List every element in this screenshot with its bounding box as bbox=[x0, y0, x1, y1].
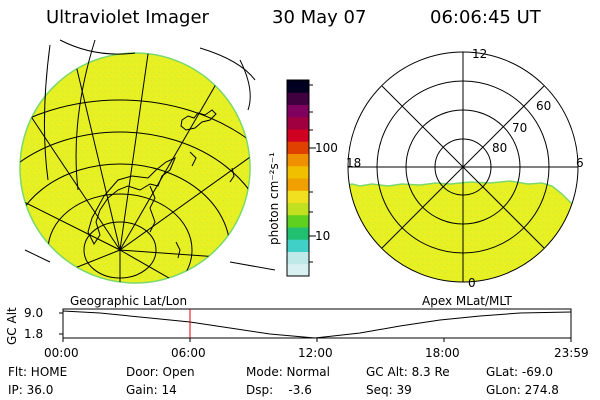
color-bar-band bbox=[287, 214, 309, 228]
timeline-y-tick-1-8: 1.8 bbox=[24, 327, 44, 341]
altitude-curve bbox=[62, 310, 572, 339]
color-bar-ticks bbox=[309, 84, 316, 263]
mlat-label-80: 80 bbox=[492, 141, 508, 155]
color-bar-band bbox=[287, 92, 309, 105]
status-ip: IP: 36.0 bbox=[8, 383, 54, 397]
color-bar-band bbox=[287, 263, 309, 277]
status-flight: Flt: HOME bbox=[8, 365, 68, 379]
status-dsp: Dsp: -3.6 bbox=[246, 383, 312, 397]
left-panel-caption: Geographic Lat/Lon bbox=[70, 294, 188, 308]
status-gain: Gain: 14 bbox=[126, 383, 177, 397]
color-bar-band bbox=[287, 178, 309, 191]
status-gc-alt: GC Alt: 8.3 Re bbox=[366, 365, 450, 379]
right-panel-caption: Apex MLat/MLT bbox=[422, 294, 512, 308]
mlat-label-70: 70 bbox=[512, 121, 528, 135]
status-glat: GLat: -69.0 bbox=[486, 365, 553, 379]
color-bar-band bbox=[287, 190, 309, 203]
geographic-map bbox=[19, 39, 276, 284]
color-bar-band bbox=[287, 251, 309, 265]
timeline-y-label: GC Alt bbox=[5, 307, 19, 345]
mlt-label-18: 18 bbox=[346, 156, 362, 170]
color-bar-band bbox=[287, 239, 309, 252]
timeline-x-tick-2359: 23:59 bbox=[554, 346, 589, 360]
timeline-y-tick-9: 9.0 bbox=[24, 306, 44, 320]
mlat-label-60: 60 bbox=[536, 99, 552, 113]
status-door: Door: Open bbox=[126, 365, 195, 379]
color-bar-band bbox=[287, 104, 309, 118]
color-bar-tick-10: 10 bbox=[315, 229, 331, 243]
apex-polar-plot bbox=[347, 51, 579, 283]
color-bar-band bbox=[287, 129, 309, 142]
earth-disk-emission bbox=[19, 52, 251, 284]
timeline-x-tick-1800: 18:00 bbox=[425, 346, 460, 360]
instrument-title: Ultraviolet Imager bbox=[46, 7, 209, 28]
status-seq: Seq: 39 bbox=[366, 383, 412, 397]
timeline-x-tick-0000: 00:00 bbox=[44, 346, 79, 360]
time-label: 06:06:45 UT bbox=[430, 7, 541, 28]
mlt-label-0: 0 bbox=[468, 276, 476, 290]
mlt-label-6: 6 bbox=[576, 156, 584, 170]
mlt-label-12: 12 bbox=[472, 47, 488, 61]
color-bar-band bbox=[287, 153, 309, 167]
color-bar-frame bbox=[286, 79, 310, 277]
date-label: 30 May 07 bbox=[272, 7, 367, 28]
status-mode: Mode: Normal bbox=[246, 365, 330, 379]
status-glon: GLon: 274.8 bbox=[486, 383, 559, 397]
color-bar-unit-label: photon cm⁻²s⁻¹ bbox=[267, 152, 281, 245]
color-bar-band bbox=[287, 116, 309, 130]
gc-altitude-timeline bbox=[59, 308, 572, 342]
color-bar-band bbox=[287, 80, 309, 93]
timeline-x-tick-0600: 06:00 bbox=[171, 346, 206, 360]
color-bar-band bbox=[287, 165, 309, 179]
color-bar-band bbox=[287, 141, 309, 154]
timeline-x-tick-1200: 12:00 bbox=[298, 346, 333, 360]
color-bar-band bbox=[287, 227, 309, 240]
color-bar-band bbox=[287, 202, 309, 216]
color-bar bbox=[287, 80, 309, 277]
color-bar-tick-100: 100 bbox=[315, 141, 338, 155]
